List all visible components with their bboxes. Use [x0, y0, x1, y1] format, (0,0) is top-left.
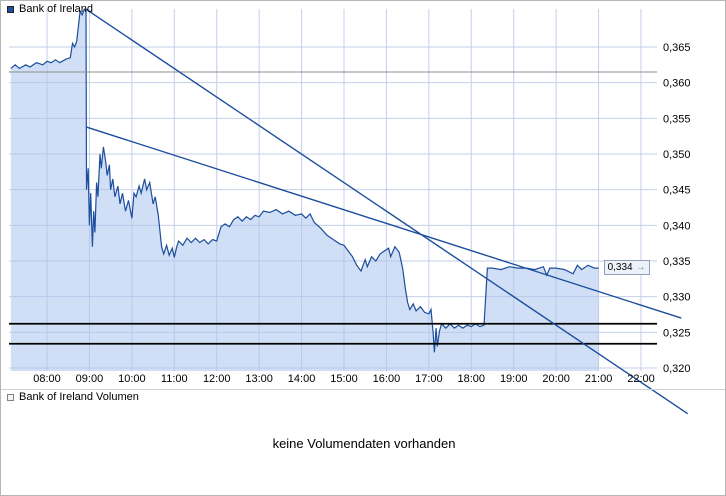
svg-text:09:00: 09:00 — [76, 373, 104, 385]
svg-text:18:00: 18:00 — [458, 373, 486, 385]
svg-text:0,325: 0,325 — [663, 327, 691, 339]
volume-title: Bank of Ireland Volumen — [19, 391, 139, 403]
no-volume-message: keine Volumendaten vorhanden — [272, 436, 456, 451]
panel-separator — [1, 389, 725, 390]
svg-text:0,345: 0,345 — [663, 185, 691, 197]
svg-text:20:00: 20:00 — [542, 373, 570, 385]
series-color-icon — [7, 6, 14, 13]
svg-text:0,350: 0,350 — [663, 149, 691, 161]
volume-chart-legend: Bank of Ireland Volumen — [7, 392, 139, 403]
volume-color-icon — [7, 394, 14, 401]
svg-text:0,360: 0,360 — [663, 78, 691, 90]
svg-text:22:00: 22:00 — [627, 373, 655, 385]
svg-text:08:00: 08:00 — [33, 373, 61, 385]
svg-text:14:00: 14:00 — [288, 373, 316, 385]
svg-text:16:00: 16:00 — [373, 373, 401, 385]
svg-text:13:00: 13:00 — [245, 373, 273, 385]
svg-text:0,355: 0,355 — [663, 113, 691, 125]
main-chart-legend: Bank of Ireland — [7, 4, 93, 15]
svg-text:0,330: 0,330 — [663, 292, 691, 304]
price-marker: 0,334 → — [603, 260, 650, 276]
svg-text:17:00: 17:00 — [415, 373, 443, 385]
price-marker-label: 0,334 — [607, 262, 633, 274]
svg-text:10:00: 10:00 — [118, 373, 146, 385]
svg-text:11:00: 11:00 — [161, 373, 188, 385]
svg-text:12:00: 12:00 — [203, 373, 231, 385]
svg-text:0,340: 0,340 — [663, 220, 691, 232]
svg-text:19:00: 19:00 — [500, 373, 528, 385]
svg-text:21:00: 21:00 — [585, 373, 613, 385]
svg-text:0,335: 0,335 — [663, 256, 691, 268]
svg-text:0,365: 0,365 — [663, 42, 691, 54]
price-marker-arrow-icon: → — [635, 262, 646, 274]
series-title: Bank of Ireland — [19, 3, 93, 15]
svg-text:15:00: 15:00 — [330, 373, 358, 385]
svg-text:0,320: 0,320 — [663, 363, 691, 375]
